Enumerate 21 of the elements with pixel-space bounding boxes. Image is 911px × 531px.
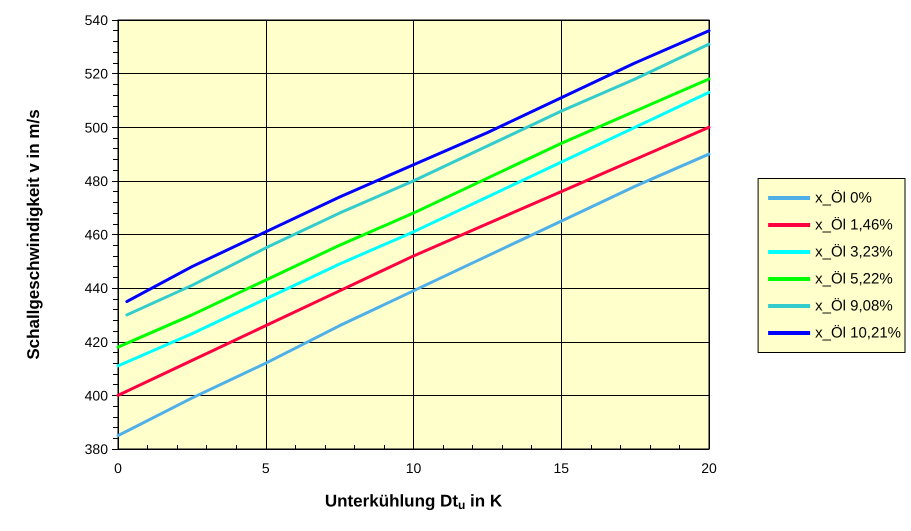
y-tick-label: 460 <box>84 226 108 242</box>
x-tick-label: 20 <box>701 460 717 476</box>
x-tick-label: 10 <box>406 460 422 476</box>
legend-label: x_Öl 0% <box>815 190 872 206</box>
legend-label: x_Öl 5,22% <box>815 270 893 288</box>
y-tick-label: 480 <box>84 172 108 189</box>
y-tick-label: 520 <box>84 66 108 82</box>
x-tick-label: 0 <box>114 460 122 476</box>
y-tick-label: 400 <box>84 387 108 404</box>
x-tick-label: 15 <box>553 460 570 476</box>
y-tick-label: 420 <box>84 334 108 350</box>
legend-label: x_Öl 9,08% <box>815 298 893 314</box>
legend-label: x_Öl 3,23% <box>815 244 893 260</box>
y-tick-label: 380 <box>84 441 108 457</box>
y-tick-label: 440 <box>84 280 108 296</box>
legend-label: x_Öl 10,21% <box>815 324 902 342</box>
x-tick-label: 5 <box>262 460 270 476</box>
y-tick-label: 540 <box>84 12 108 28</box>
y-axis-title: Schallgeschwindigkeit v in m/s <box>24 109 43 360</box>
legend-label: x_Öl 1,46% <box>815 216 893 234</box>
y-tick-label: 500 <box>84 119 108 136</box>
